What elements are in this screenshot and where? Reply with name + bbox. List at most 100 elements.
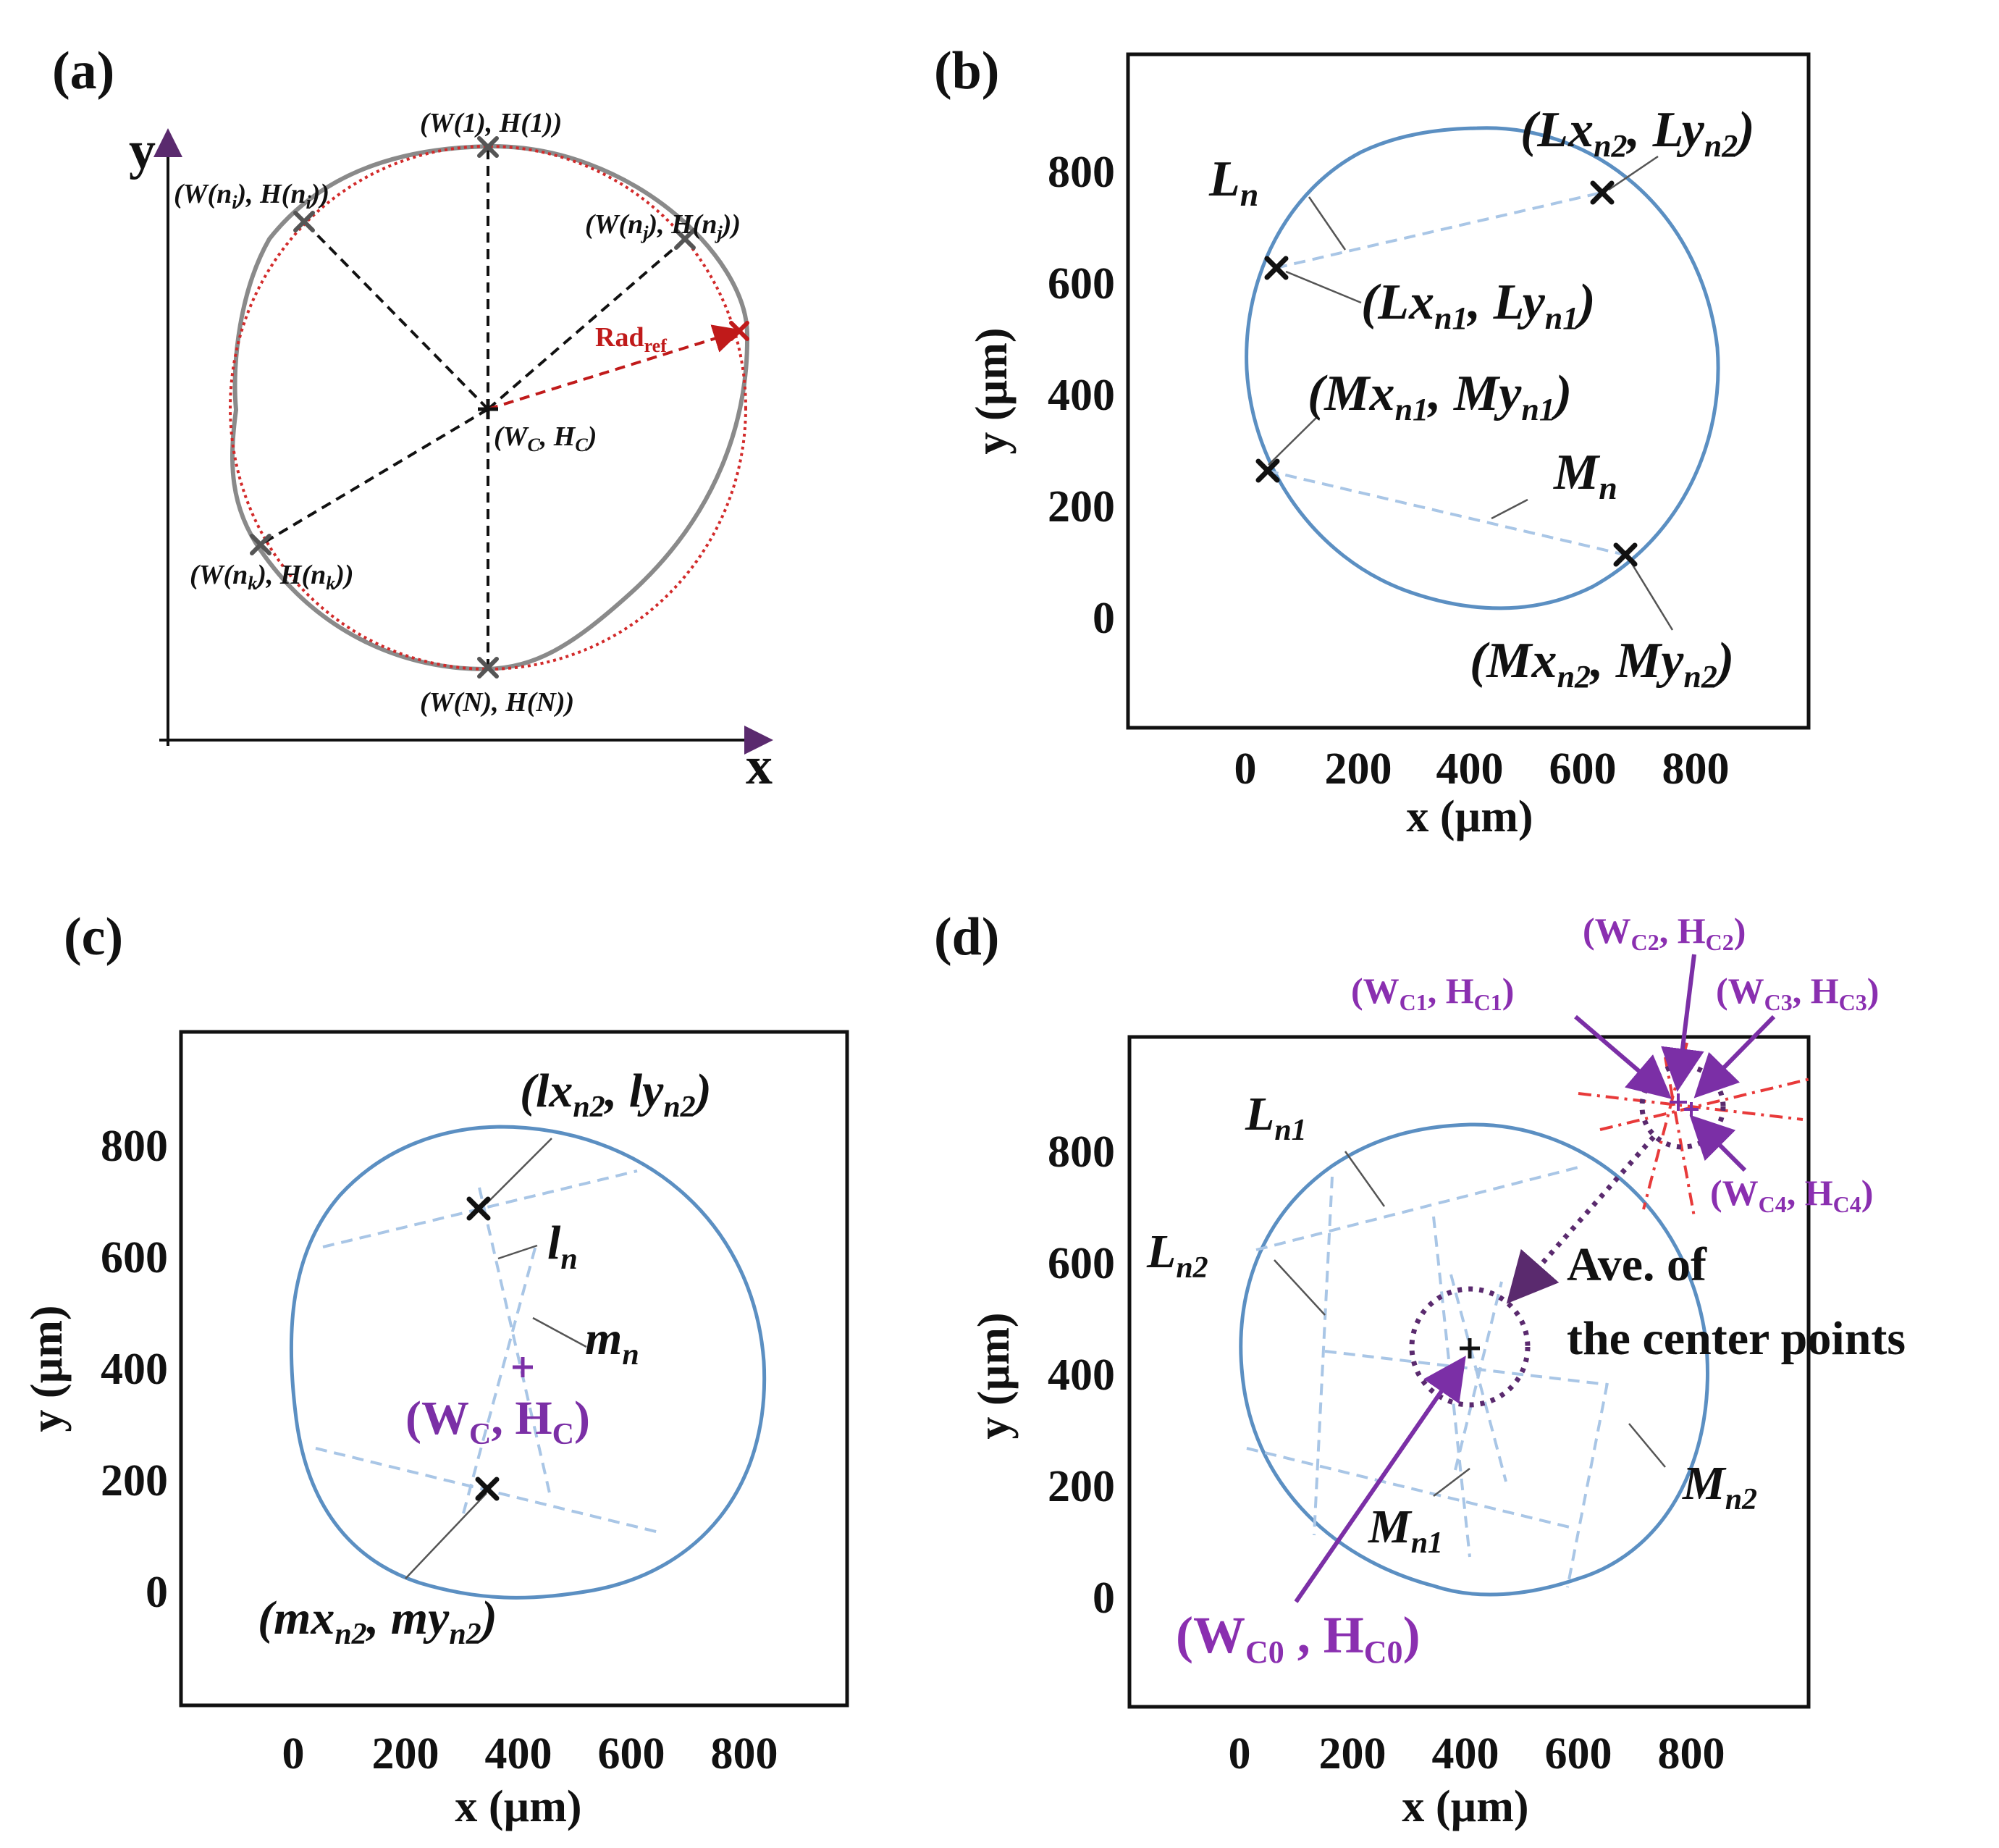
panel-c-xtick-400: 400 — [485, 1729, 552, 1778]
panel-b-label-Mn2-point: (Mxn2, Myn2) — [1470, 633, 1734, 694]
panel-d-label-Ln1: Ln1 — [1245, 1088, 1307, 1147]
panel-c-xtick-800: 800 — [711, 1729, 778, 1778]
panel-d-spread-line-2 — [1599, 1078, 1811, 1131]
panel-b-chord-Ln — [1275, 191, 1602, 269]
panel-d-leader-Ln1 — [1344, 1151, 1386, 1207]
panel-b-marker-Ln2 — [1590, 180, 1615, 205]
panel-c-xtick-600: 600 — [598, 1729, 665, 1778]
panel-c-xtick-0: 0 — [282, 1729, 305, 1778]
panel-a-marker-nk — [250, 534, 272, 555]
panel-d-ytick-200: 200 — [1048, 1462, 1115, 1511]
panel-b: (b) 0 200 400 600 800 800 600 400 200 0 … — [934, 41, 1811, 841]
panel-a-label-nj: (W(nj), H(nj)) — [585, 209, 741, 243]
panel-c-label-center: (WC, HC) — [405, 1392, 590, 1451]
panel-b-marker-Mn2 — [1613, 542, 1638, 567]
panel-d-x-axis-title: x (µm) — [1402, 1782, 1528, 1831]
panel-d-arrow-c1 — [1574, 1015, 1672, 1099]
panel-d-label-c1: (WC1, HC1) — [1351, 970, 1514, 1015]
panel-a-rad-ref-label: Radref — [595, 322, 667, 356]
panel-b-ytick-800: 800 — [1048, 148, 1115, 197]
panel-d-chord-Ln1 — [1255, 1166, 1579, 1251]
panel-a-marker-bottom — [477, 657, 499, 679]
panel-c-leader-ln — [497, 1244, 538, 1260]
panel-d: (d) 0 200 400 600 800 800 600 400 200 0 … — [934, 907, 1906, 1831]
panel-c-y-axis-title: y (µm) — [22, 1305, 72, 1432]
panel-b-marker-Ln1 — [1264, 256, 1289, 280]
panel-b-label-Ln1-point: (Lxn1, Lyn1) — [1361, 274, 1596, 336]
panel-d-arrow-c2 — [1661, 954, 1704, 1092]
panel-b-leader-Mn — [1491, 498, 1528, 520]
panel-b-xtick-0: 0 — [1234, 744, 1257, 794]
panel-c-ytick-800: 800 — [101, 1122, 168, 1171]
panel-b-ytick-600: 600 — [1048, 259, 1115, 308]
panel-a-marker-ref — [729, 321, 749, 341]
panel-b-x-axis-title: x (µm) — [1406, 792, 1533, 841]
panel-a-marker-nj — [674, 228, 696, 250]
panel-d-leader-Ln2 — [1274, 1259, 1326, 1316]
panel-d-xtick-800: 800 — [1658, 1729, 1725, 1778]
panel-b-marker-Mn1 — [1255, 458, 1280, 483]
panel-b-label-Mn1-point: (Mxn1, Myn1) — [1308, 366, 1572, 427]
panel-d-arrow-c3 — [1693, 1015, 1776, 1099]
panel-a-reference-circle — [229, 145, 747, 671]
panel-a-label-center: (WC, HC) — [494, 421, 597, 455]
panel-d-xtick-600: 600 — [1545, 1729, 1612, 1778]
panel-b-label-Ln2-point: (Lxn2, Lyn2) — [1520, 102, 1755, 164]
panel-d-label: (d) — [934, 907, 999, 967]
panel-c-contour — [289, 1125, 767, 1600]
panel-b-leader-Mn2 — [1628, 558, 1674, 631]
panel-a-radius-ni — [303, 220, 489, 411]
panel-c-plot-frame — [179, 1030, 849, 1708]
panel-a-y-axis-label: y — [129, 121, 156, 180]
panel-d-chord-v2 — [1566, 1382, 1609, 1588]
panel-a-label: (a) — [52, 41, 114, 101]
panel-c-xtick-200: 200 — [372, 1729, 439, 1778]
panel-b-label-Ln: Ln — [1208, 151, 1258, 213]
panel-a-label-ni: (W(ni), H(ni)) — [174, 179, 329, 213]
panel-d-chord-v1 — [1313, 1176, 1334, 1536]
panel-b-xtick-600: 600 — [1549, 744, 1617, 794]
panel-d-chord-Mn2 — [1432, 1216, 1471, 1558]
panel-c-label-ln: ln — [547, 1217, 578, 1276]
panel-c-label-mx-point: (mxn2, myn2) — [258, 1592, 497, 1651]
panel-d-leader-Mn1 — [1433, 1468, 1470, 1497]
panel-d-label-c4: (WC4, HC4) — [1710, 1172, 1873, 1217]
panel-a: (a) y x — [52, 41, 773, 796]
panel-d-leader-Mn2 — [1628, 1423, 1666, 1468]
panel-d-plot-frame — [1127, 1035, 1811, 1709]
panel-d-average-label-line2: the center points — [1567, 1312, 1906, 1365]
panel-d-y-axis-title: y (µm) — [969, 1312, 1019, 1439]
panel-d-ytick-800: 800 — [1048, 1127, 1115, 1177]
panel-d-label-c3: (WC3, HC3) — [1716, 970, 1879, 1015]
panel-c-leader-mn — [532, 1316, 587, 1348]
panel-d-ytick-600: 600 — [1048, 1239, 1115, 1288]
panel-b-xtick-800: 800 — [1662, 744, 1730, 794]
panel-c: (c) 0 200 400 600 800 800 600 400 200 0 … — [22, 907, 849, 1831]
panel-b-leader-Ln — [1308, 196, 1347, 251]
panel-c-ytick-200: 200 — [101, 1456, 168, 1505]
panel-d-ytick-400: 400 — [1048, 1351, 1115, 1400]
panel-c-bisector-mn — [462, 1245, 537, 1514]
panel-c-marker-mx — [475, 1477, 500, 1501]
panel-b-leader-Ln1 — [1285, 270, 1362, 304]
panel-a-marker-ni — [293, 211, 315, 232]
panel-c-ytick-600: 600 — [101, 1233, 168, 1282]
panel-d-average-circle — [1409, 1286, 1531, 1408]
panel-d-marker-c0 — [1460, 1338, 1480, 1358]
panel-d-label-c0: (WC0 , HC0) — [1176, 1606, 1421, 1670]
panel-a-rad-ref-arrow — [487, 324, 743, 411]
panel-d-average-label-line1: Ave. of — [1567, 1238, 1707, 1291]
panel-b-chord-Mn — [1266, 469, 1625, 556]
panel-a-label-top: (W(1), H(1)) — [420, 108, 562, 138]
panel-c-ytick-0: 0 — [146, 1568, 168, 1617]
panel-a-radius-nk — [259, 408, 489, 546]
panel-c-marker-lx — [466, 1196, 491, 1221]
panel-b-xtick-400: 400 — [1436, 744, 1504, 794]
panel-c-marker-center — [513, 1357, 533, 1377]
panel-d-label-Mn2: Mn2 — [1682, 1457, 1757, 1516]
panel-d-label-Mn1: Mn1 — [1368, 1500, 1443, 1560]
panel-c-label-lx-point: (lxn2, lyn2) — [520, 1064, 712, 1124]
panel-c-label-mn: mn — [585, 1312, 639, 1372]
panel-c-x-axis-title: x (µm) — [455, 1782, 581, 1831]
